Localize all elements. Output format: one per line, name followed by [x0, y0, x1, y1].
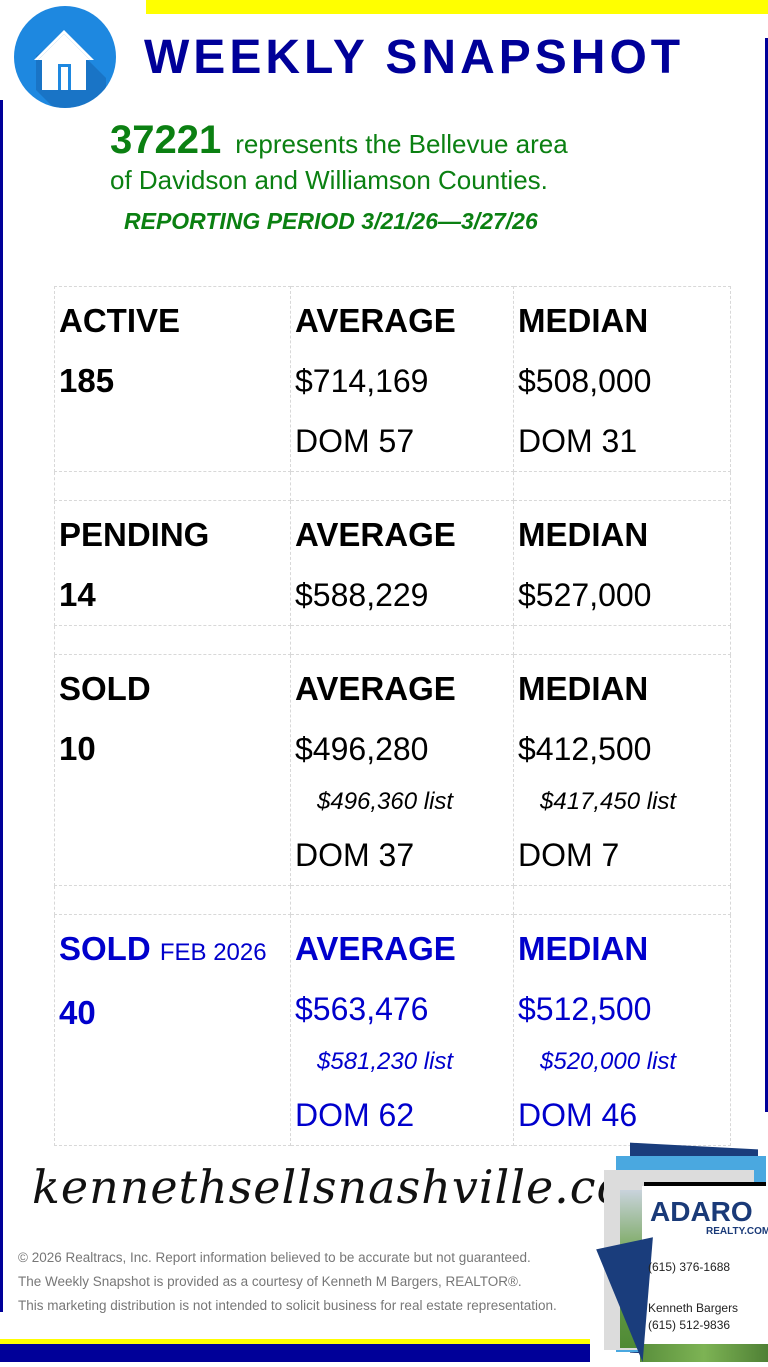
realty-sign-image: ADARO REALTY.COM (615) 376-1688 Kenneth …: [596, 1142, 768, 1367]
pending-label: PENDING: [59, 516, 210, 553]
sign-agent-name: Kenneth Bargers: [648, 1301, 739, 1315]
stats-table: ACTIVE 185 AVERAGE $714,169 DOM 57 MEDIA…: [54, 286, 731, 1146]
sign-brand-sub: REALTY.COM: [706, 1226, 768, 1237]
pending-average-label: AVERAGE: [295, 516, 456, 553]
active-median-price: $508,000: [518, 363, 652, 399]
sign-agent: Kenneth Bargers (615) 512-9836: [648, 1300, 738, 1334]
disclaimer: © 2026 Realtracs, Inc. Report informatio…: [18, 1246, 557, 1318]
sign-brand: ADARO: [650, 1196, 753, 1227]
active-label: ACTIVE: [59, 302, 181, 339]
page-title: WEEKLY SNAPSHOT: [144, 31, 685, 84]
sold-month-median-list: $520,000 list: [540, 1048, 677, 1075]
intro-line2: of Davidson and Williamson Counties.: [110, 165, 548, 195]
top-yellow-bar: [146, 0, 768, 14]
sign-office-phone: (615) 376-1688: [648, 1260, 731, 1274]
disclaimer-line: © 2026 Realtracs, Inc. Report informatio…: [18, 1250, 531, 1265]
sold-month-row: SOLD FEB 2026 40 AVERAGE $563,476 $581,2…: [54, 914, 731, 1146]
website-link[interactable]: kennethsellsnashville.com: [32, 1160, 670, 1214]
sold-median-price: $412,500: [518, 731, 652, 767]
pending-median-price: $527,000: [518, 577, 652, 613]
sold-month-label: SOLD: [59, 930, 151, 967]
sold-month-average-price: $563,476: [295, 991, 429, 1027]
sold-average-price: $496,280: [295, 731, 429, 767]
sold-month-average-dom: DOM 62: [295, 1097, 415, 1133]
sold-median-list: $417,450 list: [540, 788, 677, 815]
disclaimer-line: This marketing distribution is not inten…: [18, 1298, 557, 1313]
active-average-label: AVERAGE: [295, 302, 456, 339]
bottom-navy-bar: [0, 1344, 590, 1362]
pending-median-label: MEDIAN: [518, 516, 649, 553]
house-icon: [14, 6, 116, 108]
sold-month-label-line: SOLD FEB 2026: [59, 919, 286, 983]
sold-month-median-price: $512,500: [518, 991, 652, 1027]
sold-month-median-label: MEDIAN: [518, 930, 649, 967]
sold-median-dom: DOM 7: [518, 837, 620, 873]
disclaimer-line: The Weekly Snapshot is provided as a cou…: [18, 1274, 522, 1289]
right-navy-rule: [765, 38, 768, 1112]
sold-count: 10: [59, 730, 96, 767]
sold-average-dom: DOM 37: [295, 837, 415, 873]
bottom-yellow-bar: [0, 1339, 590, 1344]
spacer-row: [54, 885, 731, 915]
active-count: 185: [59, 362, 115, 399]
sold-month-average-label: AVERAGE: [295, 930, 456, 967]
active-row: ACTIVE 185 AVERAGE $714,169 DOM 57 MEDIA…: [54, 286, 731, 472]
left-navy-rule: [0, 100, 3, 1312]
sign-grass: [640, 1344, 768, 1362]
sold-row: SOLD 10 AVERAGE $496,280 $496,360 list D…: [54, 654, 731, 886]
sold-month-average-list: $581,230 list: [317, 1048, 454, 1075]
spacer-row: [54, 625, 731, 655]
sold-average-list: $496,360 list: [317, 788, 454, 815]
sold-label: SOLD: [59, 670, 151, 707]
active-median-dom: DOM 31: [518, 423, 638, 459]
pending-average-price: $588,229: [295, 577, 429, 613]
sign-hanger-bar: [644, 1182, 766, 1186]
intro-line1: represents the Bellevue area: [235, 129, 568, 159]
sold-median-label: MEDIAN: [518, 670, 649, 707]
pending-row: PENDING 14 AVERAGE $588,229 MEDIAN $527,…: [54, 500, 731, 626]
intro-block: 37221 represents the Bellevue area of Dav…: [110, 118, 568, 235]
active-average-dom: DOM 57: [295, 423, 415, 459]
active-average-price: $714,169: [295, 363, 429, 399]
sign-agent-phone: (615) 512-9836: [648, 1318, 731, 1332]
reporting-period: REPORTING PERIOD 3/21/26—3/27/26: [124, 208, 538, 234]
sign-board: [642, 1186, 768, 1350]
sold-average-label: AVERAGE: [295, 670, 456, 707]
sold-month-median-dom: DOM 46: [518, 1097, 638, 1133]
sold-month-count: 40: [59, 994, 96, 1031]
active-median-label: MEDIAN: [518, 302, 649, 339]
pending-count: 14: [59, 576, 96, 613]
spacer-row: [54, 471, 731, 501]
sold-month-period: FEB 2026: [159, 939, 267, 966]
zip-code: 37221: [110, 118, 222, 162]
